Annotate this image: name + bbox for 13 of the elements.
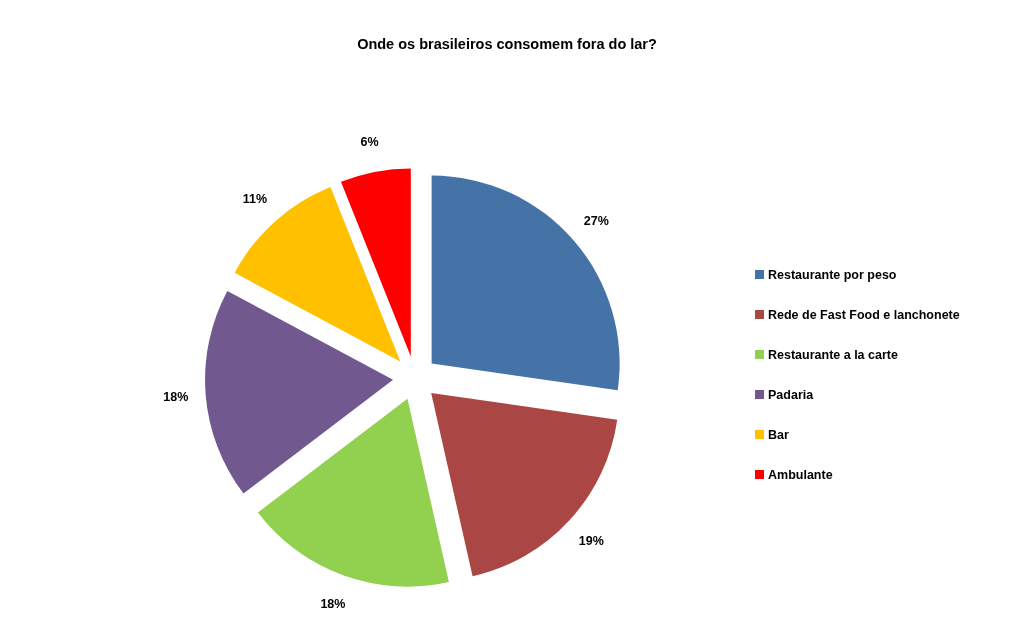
legend-label: Bar xyxy=(768,428,789,442)
legend-label: Restaurante a la carte xyxy=(768,348,898,362)
data-label: 18% xyxy=(163,390,189,405)
data-label: 18% xyxy=(320,596,346,611)
legend-label: Ambulante xyxy=(768,468,833,482)
legend-label: Padaria xyxy=(768,388,815,402)
chart-title: Onde os brasileiros consomem fora do lar? xyxy=(357,36,658,52)
data-label: 11% xyxy=(242,192,268,207)
data-label: 19% xyxy=(578,533,604,548)
data-label: 6% xyxy=(360,135,379,150)
legend-label: Rede de Fast Food e lanchonete xyxy=(768,308,960,322)
data-label: 27% xyxy=(583,213,609,228)
legend-label: Restaurante por peso xyxy=(768,268,897,282)
